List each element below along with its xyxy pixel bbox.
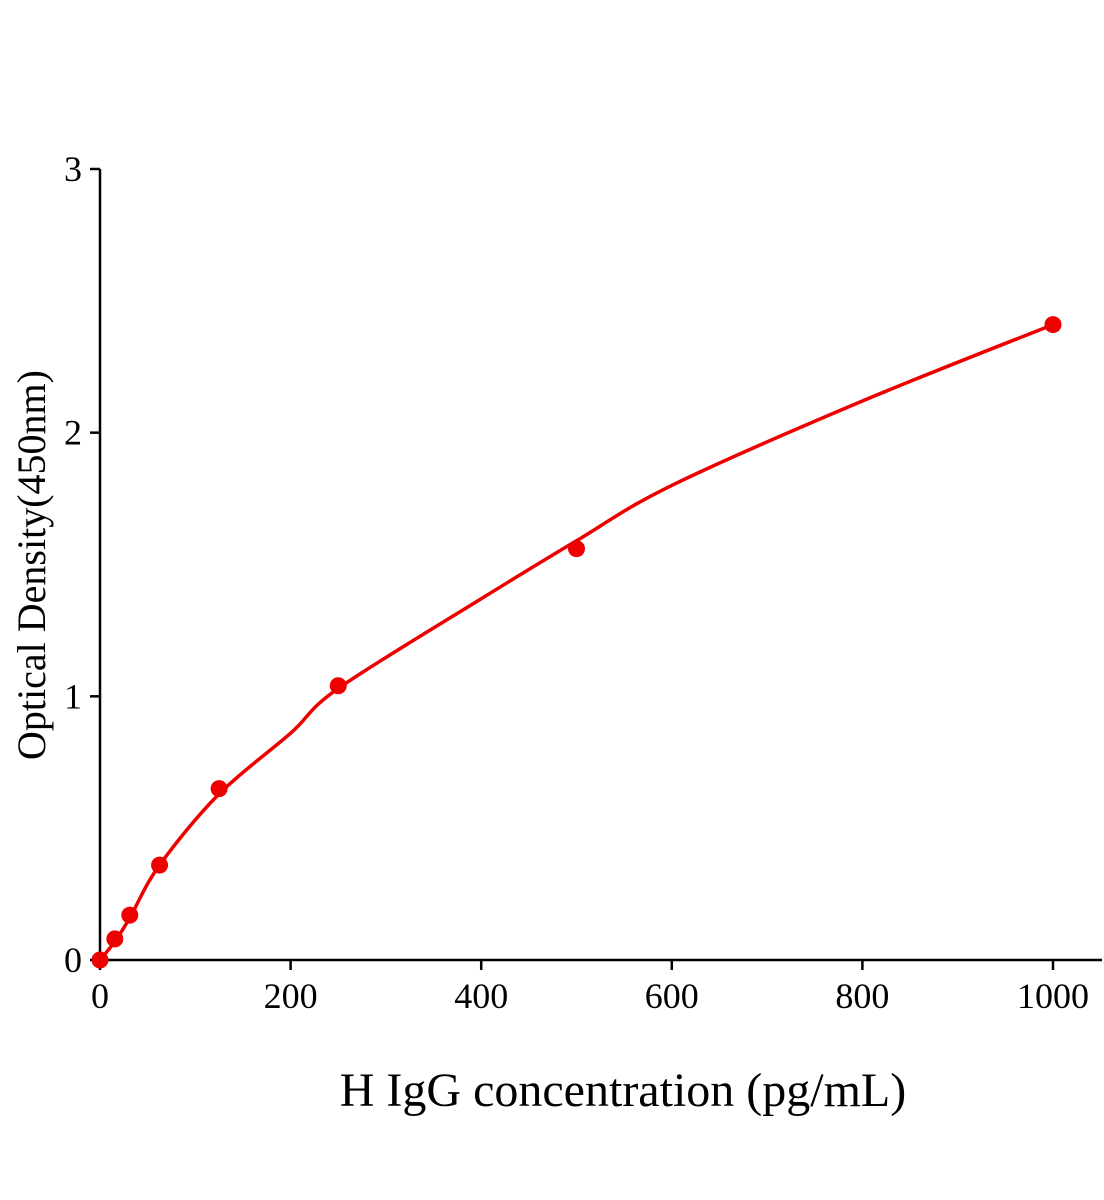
data-point: [151, 856, 169, 874]
data-point: [210, 780, 228, 798]
x-tick-label: 1000: [1017, 976, 1089, 1016]
x-tick-label: 0: [91, 976, 109, 1016]
x-tick-label: 800: [835, 976, 889, 1016]
x-axis-label: H IgG concentration (pg/mL): [340, 1064, 906, 1117]
data-point: [1044, 316, 1062, 334]
data-point: [121, 906, 139, 924]
x-tick-label: 400: [454, 976, 508, 1016]
data-points: [91, 316, 1062, 969]
axes: 0 200 400 600 800 1000 0 1 2 3: [64, 149, 1102, 1016]
x-tick-label: 200: [264, 976, 318, 1016]
data-point: [91, 951, 109, 969]
data-point: [329, 677, 347, 695]
data-point: [568, 540, 585, 558]
fit-curve: [98, 322, 1054, 962]
data-point: [106, 930, 124, 948]
y-tick-label: 3: [64, 149, 82, 189]
y-tick-label: 0: [64, 940, 82, 980]
y-axis-label: Optical Density(450nm): [9, 370, 54, 760]
y-tick-label: 2: [64, 413, 82, 453]
y-tick-label: 1: [64, 676, 82, 716]
x-tick-label: 600: [645, 976, 699, 1016]
